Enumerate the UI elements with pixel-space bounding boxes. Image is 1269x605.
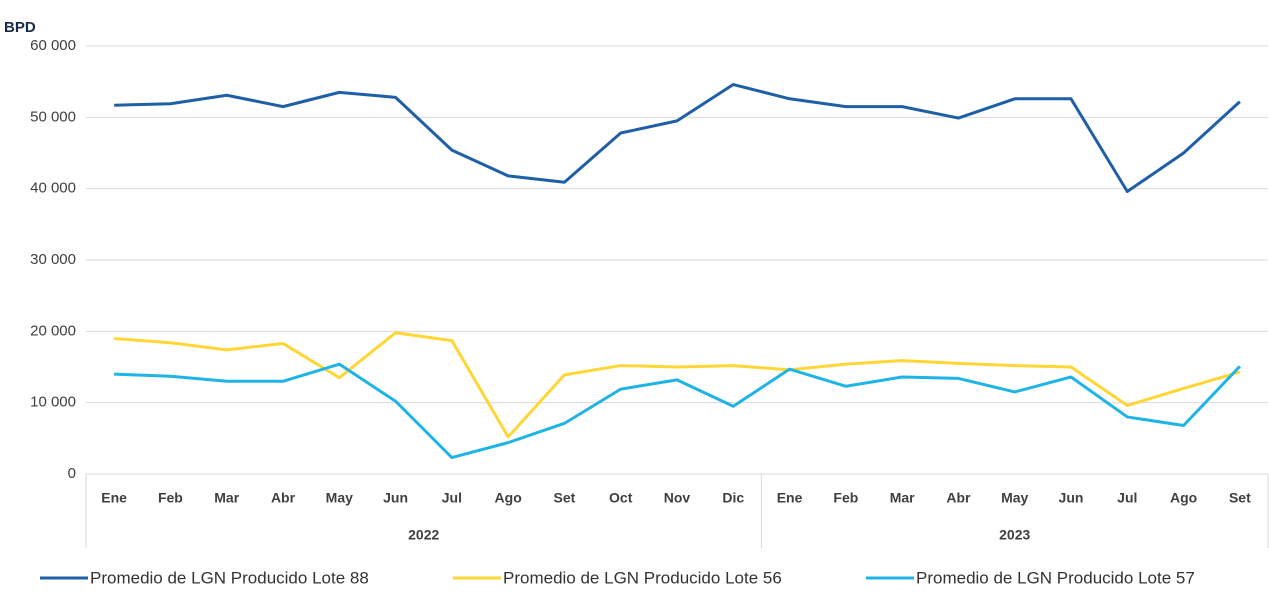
group-label: 2023 bbox=[999, 527, 1030, 543]
y-tick-label: 60 000 bbox=[30, 37, 76, 54]
legend-label: Promedio de LGN Producido Lote 56 bbox=[503, 568, 782, 587]
x-tick-label: Abr bbox=[271, 490, 296, 506]
y-tick-label: 20 000 bbox=[30, 322, 76, 339]
x-tick-label: Ago bbox=[495, 490, 522, 506]
y-tick-label: 30 000 bbox=[30, 251, 76, 268]
x-tick-label: Jun bbox=[383, 490, 408, 506]
x-tick-label: Oct bbox=[609, 490, 633, 506]
y-tick-label: 10 000 bbox=[30, 394, 76, 411]
x-tick-label: Jun bbox=[1059, 490, 1084, 506]
y-axis-label: BPD bbox=[4, 19, 36, 36]
x-tick-label: Abr bbox=[946, 490, 971, 506]
x-tick-label: Ene bbox=[101, 490, 127, 506]
x-tick-label: Feb bbox=[158, 490, 183, 506]
x-tick-label: May bbox=[1001, 490, 1028, 506]
x-tick-label: Dic bbox=[722, 490, 744, 506]
legend-label: Promedio de LGN Producido Lote 88 bbox=[90, 568, 369, 587]
x-tick-label: May bbox=[326, 490, 353, 506]
x-tick-label: Ene bbox=[777, 490, 803, 506]
x-tick-label: Jul bbox=[1117, 490, 1137, 506]
x-tick-label: Jul bbox=[442, 490, 462, 506]
series-line bbox=[114, 362, 1241, 460]
group-label: 2022 bbox=[408, 527, 439, 543]
y-tick-label: 0 bbox=[68, 465, 76, 482]
y-tick-label: 40 000 bbox=[30, 180, 76, 197]
y-tick-label: 50 000 bbox=[30, 108, 76, 125]
x-tick-label: Set bbox=[1229, 490, 1251, 506]
x-tick-label: Mar bbox=[214, 490, 239, 506]
x-tick-label: Feb bbox=[833, 490, 858, 506]
series-line bbox=[114, 331, 1241, 439]
legend-label: Promedio de LGN Producido Lote 57 bbox=[916, 568, 1195, 587]
series-line bbox=[114, 83, 1241, 194]
x-tick-label: Ago bbox=[1170, 490, 1197, 506]
x-tick-label: Nov bbox=[664, 490, 691, 506]
x-tick-label: Set bbox=[554, 490, 576, 506]
x-tick-label: Mar bbox=[890, 490, 915, 506]
